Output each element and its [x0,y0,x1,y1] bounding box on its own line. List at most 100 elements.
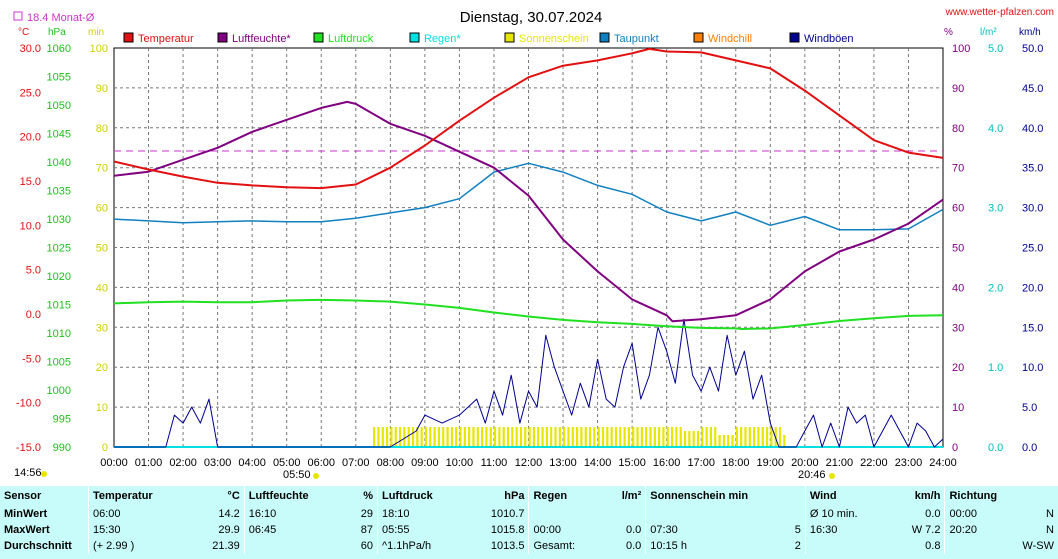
sunshine-bar [740,427,743,447]
sunshine-bar [571,427,574,447]
sunshine-bar [670,427,674,447]
sunshine-bar [588,427,592,447]
rain-value [604,506,646,522]
rain-tick-label: 0.0 [988,442,1003,454]
wind-tick-label: 25.0 [1022,243,1043,255]
dir-time [944,538,999,554]
sunshine-bar [623,427,626,447]
legend-swatch [504,32,515,43]
sunshine-bar [502,427,505,447]
sunshine-bar [381,427,384,447]
sunshine-bar [411,427,415,447]
press-unit-header: hPa [504,490,525,502]
temp-value: 14.2 [218,508,240,520]
humidity-tick-label: 70 [952,163,964,175]
sunshine-bar [748,427,751,447]
sunset-icon [829,473,835,479]
sunshine-bar [493,427,497,447]
temp-time: 15:30 [88,522,191,538]
sunshine-tick-label: 40 [96,282,108,294]
sunset-time: 20:46 [798,469,826,481]
sunshine-tick-label: 20 [96,362,108,374]
humidity-tick-label: 80 [952,123,964,135]
sunshine-bar [511,427,514,447]
press-value: 1013.5 [490,540,525,552]
sunshine-bar [463,427,466,447]
sunshine-bar [696,431,700,447]
x-tick-label: 08:00 [377,457,405,469]
sunshine-tick-label: 30 [96,322,108,334]
legend-swatch [409,32,420,43]
x-tick-label: 20:00 [791,457,819,469]
site-link[interactable]: www.wetter-pfalzen.com [945,7,1054,18]
axis-labels: 30.0 25.0 20.0 15.0 10.0 5.0 0.0 -5.0 -10.0 -15.0… [16,43,1044,469]
temp-value: 29.9 [218,524,240,536]
wind-unit: km/h [1019,27,1041,38]
sensor-header: Sensor [4,490,42,502]
left-time-label: 14:56 [14,467,42,479]
sunshine-bar [770,427,773,447]
pressure-tick-label: 1045 [47,129,71,141]
sunshine-bar [567,427,570,447]
press-header: Luftdruck [376,486,466,506]
sunshine-bar [627,427,631,447]
sunshine-bar [584,427,587,447]
sunshine-bar [765,427,769,447]
sunshine-bar [476,427,479,447]
temperature-tick-label: 0.0 [26,309,41,321]
sunshine-bar [442,427,445,447]
press-time: 05:55 [376,522,466,538]
sunshine-bar [541,427,544,447]
series-line-luftfeuchte [113,100,944,323]
sunshine-bar [524,427,527,447]
sunshine-bar [757,427,760,447]
sunshine-bar [727,435,730,447]
sunshine-bar [744,427,747,447]
rain-time: 00:00 [528,522,604,538]
legend-swatch [693,32,704,43]
sunshine-bar [597,427,600,447]
x-tick-label: 05:00 [273,457,301,469]
wind-tick-label: 45.0 [1022,83,1043,95]
dir-value: N [1046,508,1054,520]
humidity-tick-label: 90 [952,83,964,95]
hum-unit-header: % [363,490,373,502]
sunshine-bar [437,427,441,447]
sunshine-bar [701,427,704,447]
press-value: 1015.8 [490,524,525,536]
sunshine-tick-label: 60 [96,203,108,215]
chart-title: Dienstag, 30.07.2024 [460,9,603,26]
wind-value: W 7.2 [911,524,941,536]
sunshine-bar [550,427,553,447]
sunshine-tick-label: 50 [96,243,108,255]
sunrise-icon [313,473,319,479]
rain-unit-header: l/m² [621,490,642,502]
x-tick-label: 04:00 [238,457,266,469]
sunshine-unit: min [88,27,104,38]
pressure-tick-label: 1015 [47,300,71,312]
legend-label: Regen* [424,33,461,45]
sun-value: 2 [794,540,801,552]
sunshine-bar [778,427,782,447]
sunshine-bar [619,427,622,447]
dir-header: Richtung [944,486,1058,506]
humidity-tick-label: 50 [952,243,964,255]
rain-header: Regen [528,486,604,506]
sunshine-bar [683,431,687,447]
humidity-tick-label: 20 [952,362,964,374]
wind-value: 0.8 [925,540,941,552]
sunshine-bar [424,427,428,447]
rain-tick-label: 4.0 [988,123,1003,135]
x-tick-label: 07:00 [342,457,370,469]
pressure-tick-label: 1025 [47,243,71,255]
sunshine-bar [688,431,691,447]
wind-tick-label: 50.0 [1022,43,1043,55]
sunshine-bar [645,427,648,447]
hum-time: 06:45 [243,522,347,538]
x-tick-label: 01:00 [135,457,163,469]
sunshine-bar [636,427,639,447]
legend-swatch [217,32,228,43]
press-time: 18:10 [376,506,466,522]
sunshine-bar [580,427,583,447]
sunshine-bar [692,431,695,447]
